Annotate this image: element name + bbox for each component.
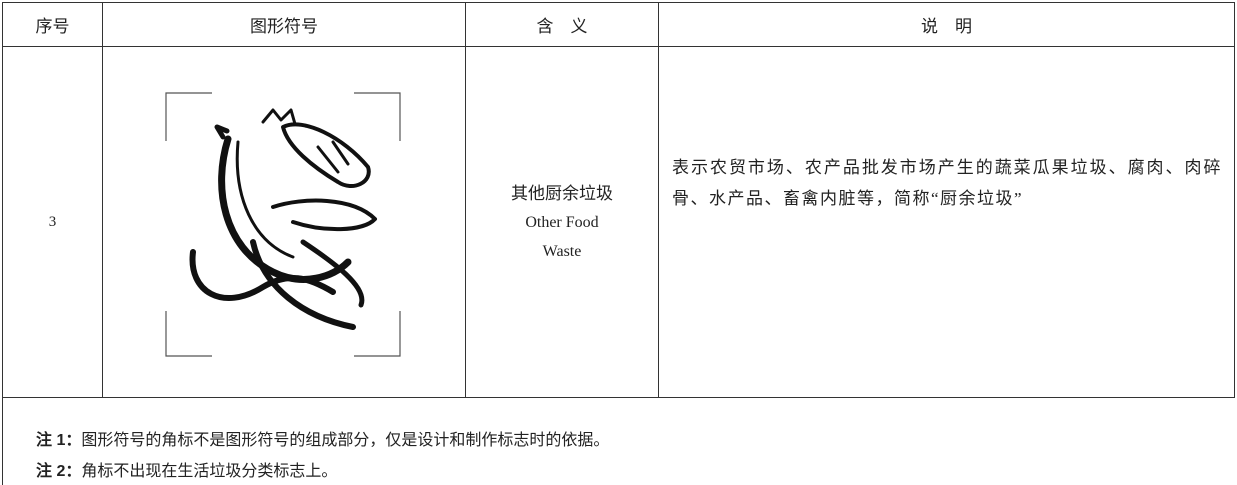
rule [2,397,1235,398]
row-number: 3 [48,213,57,230]
note-label: 注 1： [36,432,82,449]
header-cell: 含 义 [536,17,588,36]
meaning-text: 其他厨余垃圾 [511,183,613,203]
description: 表示农贸市场、农产品批发市场产生的蔬菜瓜果垃圾、腐肉、肉碎骨、水产品、畜禽内脏等… [672,158,1222,208]
rule [102,2,103,398]
symbol-icon [165,92,401,357]
meaning-text: Other Food [525,213,599,231]
note-text: 图形符号的角标不是图形符号的组成部分，仅是设计和制作标志时的依据。 [81,432,610,449]
rule [465,2,466,398]
rule [1234,2,1235,398]
rule [2,46,1235,47]
note: 注 1：图形符号的角标不是图形符号的组成部分，仅是设计和制作标志时的依据。 [36,426,609,450]
note-text: 角标不出现在生活垃圾分类标志上。 [81,463,338,480]
header-cell: 说 明 [921,17,972,36]
rule [2,2,3,485]
header-cell: 图形符号 [250,17,318,36]
meaning-cell: 其他厨余垃圾 Other Food Waste [466,47,658,397]
header-cell: 序号 [35,17,70,36]
note: 注 2：角标不出现在生活垃圾分类标志上。 [36,457,337,481]
note-label: 注 2： [36,463,82,480]
rule [2,2,1235,3]
meaning-text: Waste [542,242,582,260]
rule [658,2,659,398]
